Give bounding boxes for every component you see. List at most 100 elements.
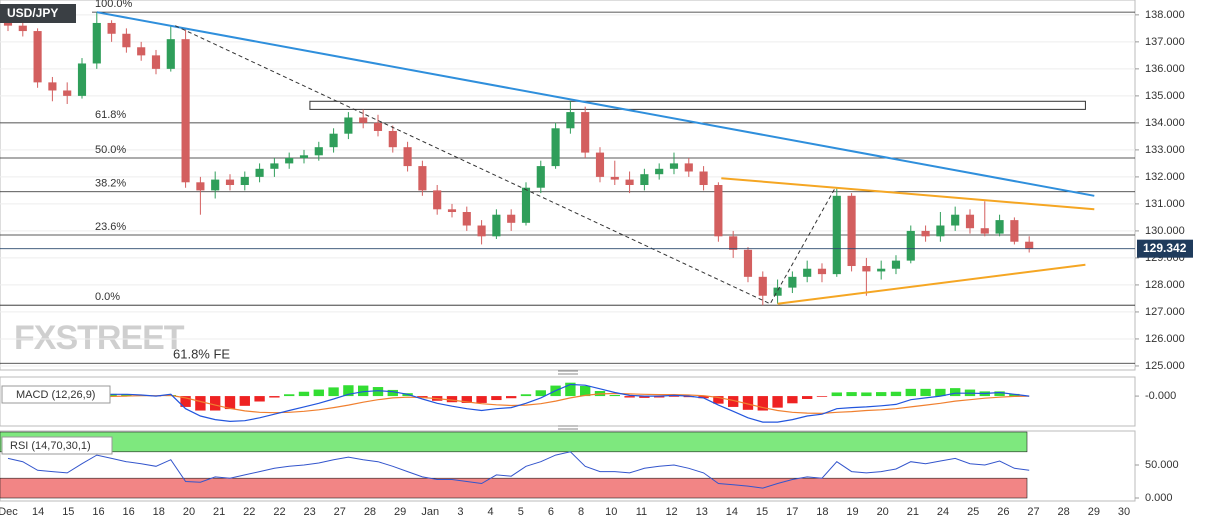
candle-body xyxy=(77,63,87,96)
candle-body xyxy=(373,122,383,131)
candle-body xyxy=(743,249,753,277)
histogram-bar xyxy=(890,391,902,397)
candle-body xyxy=(344,117,353,134)
x-tick-label: 28 xyxy=(364,506,376,518)
candle-body xyxy=(877,268,886,272)
histogram-bar xyxy=(343,385,354,397)
y-tick-label: 128.000 xyxy=(1145,279,1185,291)
histogram-bar xyxy=(461,396,472,403)
candle-body xyxy=(211,179,220,191)
histogram-bar xyxy=(195,396,206,411)
candle-body xyxy=(906,230,915,261)
x-tick-label: 15 xyxy=(756,506,768,518)
candle-body xyxy=(536,166,545,188)
x-tick-label: 25 xyxy=(967,506,979,518)
x-tick-label: 26 xyxy=(997,506,1009,518)
histogram-bar xyxy=(254,396,265,402)
fib-label: 38.2% xyxy=(95,178,126,190)
candle-body xyxy=(196,182,205,191)
x-tick-label: 5 xyxy=(518,506,524,518)
histogram-bar xyxy=(950,388,961,397)
histogram-bar xyxy=(121,394,132,397)
candle-body xyxy=(862,266,871,272)
x-tick-label: 14 xyxy=(726,506,738,518)
zone xyxy=(309,100,1086,110)
fib-label: 61.8% FE xyxy=(173,347,230,362)
histogram-bar xyxy=(417,396,428,398)
candle-body xyxy=(225,179,235,185)
y-tick-label: 131.000 xyxy=(1145,198,1185,210)
x-tick-label: 17 xyxy=(786,506,798,518)
candle-body xyxy=(832,195,841,275)
histogram-bar xyxy=(624,396,635,398)
y-tick-label: 50.000 xyxy=(1145,459,1179,471)
y-tick-label: 132.000 xyxy=(1145,171,1185,183)
x-tick-label: 14 xyxy=(32,506,44,518)
lower-band xyxy=(0,477,1028,499)
histogram-bar xyxy=(224,396,236,410)
trendline xyxy=(721,177,1095,211)
x-tick-label: 12 xyxy=(665,506,677,518)
histogram-bar xyxy=(654,396,665,398)
x-tick-label: 22 xyxy=(273,506,285,518)
x-tick-label: 27 xyxy=(1027,506,1039,518)
candle-body xyxy=(995,220,1004,234)
histogram-bar xyxy=(609,394,620,397)
candle-body xyxy=(403,147,412,167)
x-tick-label: 10 xyxy=(605,506,617,518)
trendline xyxy=(174,25,836,305)
candle-body xyxy=(936,225,945,237)
candle-body xyxy=(699,171,708,185)
x-tick-label: Dec xyxy=(0,506,18,518)
histogram-bar xyxy=(491,396,502,401)
candle-body xyxy=(181,39,190,183)
trendline xyxy=(777,263,1086,305)
candle-body xyxy=(255,168,264,177)
indicator-title: MACD (12,26,9) xyxy=(16,389,95,401)
x-tick-label: 18 xyxy=(816,506,828,518)
histogram-bar xyxy=(787,396,798,404)
histogram-bar xyxy=(269,396,280,398)
y-tick-label: 126.000 xyxy=(1145,333,1185,345)
x-tick-label: 11 xyxy=(636,506,647,518)
histogram-bar xyxy=(861,392,872,397)
histogram-bar xyxy=(920,388,931,397)
candle-body xyxy=(714,185,723,237)
candle-body xyxy=(980,228,989,234)
y-tick-label: 133.000 xyxy=(1145,144,1185,156)
histogram-bar xyxy=(506,396,517,399)
candle-body xyxy=(817,268,827,275)
candle-body xyxy=(847,195,856,267)
histogram-bar xyxy=(772,396,783,408)
histogram-bar xyxy=(846,392,857,397)
x-tick-label: 3 xyxy=(457,506,463,518)
candle-body xyxy=(388,130,397,148)
histogram-bar xyxy=(816,396,828,397)
y-tick-label: 137.000 xyxy=(1145,36,1185,48)
histogram-bar xyxy=(668,396,680,397)
y-tick-label: 127.000 xyxy=(1145,306,1185,318)
candle-body xyxy=(462,212,471,226)
histogram-bar xyxy=(905,388,916,397)
candle-body xyxy=(329,133,338,148)
x-tick-label: 19 xyxy=(846,506,858,518)
x-tick-label: 23 xyxy=(303,506,315,518)
x-tick-label: 18 xyxy=(153,506,165,518)
x-tick-label: 16 xyxy=(92,506,104,518)
x-tick-label: 22 xyxy=(243,506,255,518)
histogram-bar xyxy=(387,389,398,397)
histogram-bar xyxy=(565,382,576,397)
last-price-label: 129.342 xyxy=(1143,241,1187,255)
x-tick-label: 28 xyxy=(1058,506,1070,518)
x-tick-label: 4 xyxy=(488,506,494,518)
indicator-tag xyxy=(1,385,111,404)
histogram-bar xyxy=(106,393,117,397)
candle-body xyxy=(581,112,590,153)
histogram-bar xyxy=(935,388,946,397)
candle-body xyxy=(418,166,427,191)
histogram-bar xyxy=(728,396,739,407)
x-tick-label: 20 xyxy=(183,506,195,518)
histogram-bar xyxy=(372,387,384,397)
candle-body xyxy=(551,128,560,167)
x-tick-label: 21 xyxy=(213,506,225,518)
